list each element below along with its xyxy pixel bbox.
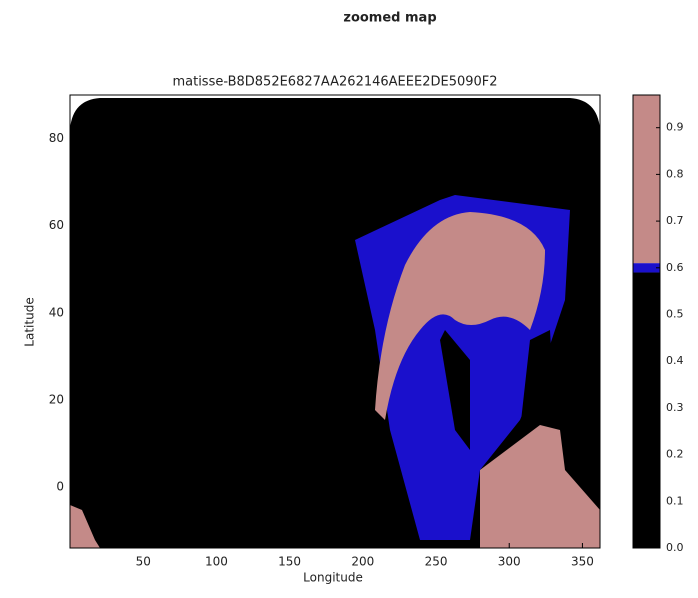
colorbar-frame xyxy=(632,94,661,549)
colorbar-tick-label: 0.0 xyxy=(666,541,684,554)
chart-subtitle: matisse-B8D852E6827AA262146AEEE2DE5090F2 xyxy=(172,75,497,90)
map-dark-gap xyxy=(440,330,470,450)
y-tick-label: 60 xyxy=(49,218,64,232)
colorbar-tick-label: 0.3 xyxy=(666,401,684,414)
y-tick-label: 20 xyxy=(49,392,64,406)
colorbar-tick-label: 0.8 xyxy=(666,167,684,180)
colorbar-segment xyxy=(633,95,660,264)
y-tick-label: 80 xyxy=(49,131,64,145)
map-image xyxy=(70,95,600,548)
x-axis-label: Longitude xyxy=(303,571,363,585)
colorbar-tick-label: 0.5 xyxy=(666,307,684,320)
colorbar-tick-label: 0.6 xyxy=(666,261,684,274)
x-tick-label: 100 xyxy=(205,555,228,569)
x-tick-label: 250 xyxy=(425,555,448,569)
x-tick-label: 300 xyxy=(498,555,521,569)
colorbar-tick-label: 0.9 xyxy=(666,121,684,134)
map-pink-region xyxy=(70,505,100,548)
colorbar-segment xyxy=(633,272,660,548)
chart-title: zoomed map xyxy=(343,11,436,26)
plot-frame xyxy=(69,94,601,549)
y-axis-label: Latitude xyxy=(23,297,37,346)
x-tick-label: 150 xyxy=(278,555,301,569)
x-tick-label: 200 xyxy=(351,555,374,569)
x-tick-label: 350 xyxy=(571,555,594,569)
y-tick-label: 0 xyxy=(56,480,64,494)
colorbar-tick-label: 0.7 xyxy=(666,214,684,227)
map-pink-lower xyxy=(480,425,600,548)
y-tick-label: 40 xyxy=(49,305,64,319)
colorbar-tick-label: 0.4 xyxy=(666,354,684,367)
colorbar-tick-label: 0.2 xyxy=(666,448,684,461)
colorbar-tick-label: 0.1 xyxy=(666,494,684,507)
map-pink-arc xyxy=(375,212,545,420)
x-tick-label: 50 xyxy=(136,555,151,569)
colorbar-segment xyxy=(633,263,660,273)
